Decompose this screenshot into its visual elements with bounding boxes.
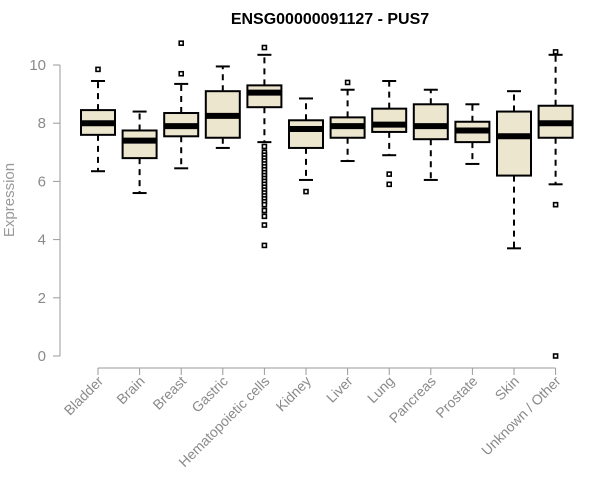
chart-title: ENSG00000091127 - PUS7	[231, 11, 429, 28]
y-tick-label: 6	[38, 173, 46, 190]
outlier-point	[261, 207, 268, 214]
box-iqr	[371, 107, 408, 133]
box-lung	[371, 80, 408, 188]
y-tick-label: 10	[29, 57, 46, 74]
box-pancreas	[412, 88, 449, 181]
box-iqr	[121, 129, 158, 160]
outlier-point	[261, 222, 268, 228]
y-axis: 0 2 4 6 8 10	[29, 57, 61, 365]
outlier-point	[178, 70, 184, 77]
y-axis-label: Expression	[1, 163, 18, 237]
outlier-point	[303, 188, 309, 195]
y-tick-label: 0	[38, 348, 46, 365]
outlier-point	[261, 242, 268, 249]
x-tick-label: Lung	[364, 373, 397, 406]
x-tick-label: Breast	[149, 373, 189, 413]
box-iqr	[288, 119, 324, 149]
outlier-point	[261, 201, 268, 208]
y-tick-label: 2	[38, 290, 46, 307]
outlier-point	[386, 181, 393, 188]
box-kidney	[288, 97, 324, 195]
x-tick-label: Bladder	[61, 373, 107, 419]
box-skin	[496, 90, 532, 250]
outlier-point	[261, 213, 268, 220]
box-breast	[163, 40, 200, 170]
x-tick-label: Prostate	[432, 373, 480, 421]
outlier-point	[552, 201, 559, 208]
box-bladder	[80, 66, 116, 173]
outlier-point	[344, 79, 351, 86]
box-iqr	[246, 84, 283, 109]
box-unknown-other	[537, 49, 574, 359]
box-prostate	[454, 103, 491, 165]
outlier-point	[386, 171, 393, 177]
box-iqr	[496, 110, 532, 177]
outlier-point	[552, 353, 559, 359]
y-tick-label: 4	[38, 232, 46, 249]
outlier-point	[261, 44, 268, 51]
box-liver	[329, 79, 366, 163]
box-gastric	[204, 65, 241, 149]
x-tick-label: Unknown / Other	[478, 373, 564, 459]
x-tick-label: Skin	[492, 373, 523, 404]
plot-area	[80, 40, 574, 359]
outlier-point	[261, 143, 268, 150]
outlier-point	[552, 49, 559, 55]
outlier-point	[95, 66, 101, 73]
outlier-point	[178, 40, 184, 46]
box-hematopoietic-cells	[246, 44, 283, 249]
x-tick-label: Brain	[113, 373, 147, 407]
x-tick-label: Kidney	[273, 373, 315, 415]
box-iqr	[412, 103, 449, 141]
box-brain	[121, 110, 158, 195]
x-tick-label: Liver	[323, 373, 356, 406]
y-tick-label: 8	[38, 115, 46, 132]
